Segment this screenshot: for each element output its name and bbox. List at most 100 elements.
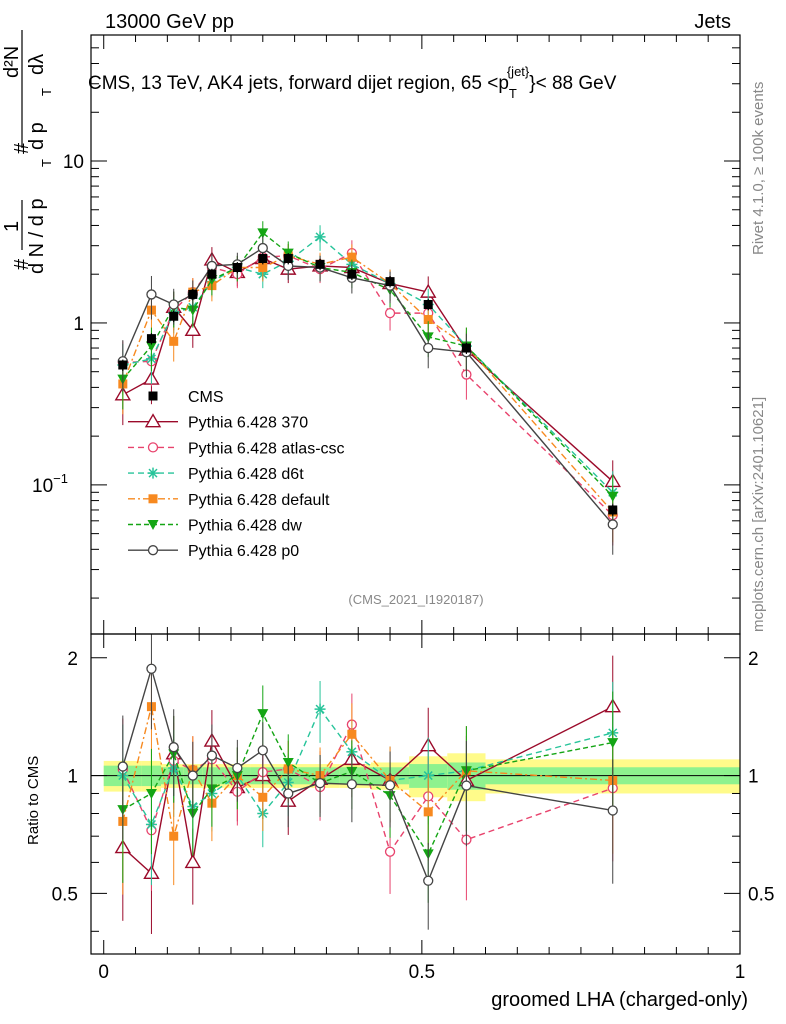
series-5-ratio-point: [117, 761, 128, 772]
cms-point: [461, 343, 471, 353]
star-stroke: [315, 704, 325, 714]
ratio-y-tick-label-right: 0.5: [748, 884, 774, 905]
legend-marker-2: [147, 467, 159, 479]
series-3-point: [169, 336, 179, 346]
series-3-point: [347, 252, 357, 262]
cms-point: [315, 259, 325, 269]
series-5-point: [146, 289, 157, 300]
series-5-ratio-point: [346, 779, 358, 790]
cms-point: [188, 289, 198, 299]
svg-text:T: T: [39, 88, 54, 96]
svg-text:d N / d p: d N / d p: [26, 198, 48, 274]
star-stroke: [148, 468, 158, 478]
legend-label-cms: CMS: [188, 389, 224, 406]
series-3-point: [258, 262, 268, 272]
series-3-ratio-line: [122, 706, 613, 837]
cms-point: [169, 311, 179, 321]
ratio-y-tick-label: 0.5: [52, 884, 78, 905]
series-1-point: [384, 307, 396, 319]
series-0-point: [184, 321, 202, 337]
series-3-ratio-point: [423, 807, 433, 817]
series-5-ratio-point: [314, 777, 326, 789]
series-4-point: [607, 491, 619, 502]
x-tick-label: 0.5: [409, 962, 435, 983]
series-4-point: [257, 228, 269, 239]
svg-text:d p: d p: [26, 122, 48, 150]
svg-text:dλ: dλ: [26, 54, 48, 75]
series-5-point: [423, 342, 434, 354]
series-5-point: [607, 519, 618, 530]
y-tick-label: 1: [73, 314, 84, 335]
legend-marker-cms: [148, 391, 158, 401]
ratio-frame: [90, 633, 741, 955]
series-4-ratio-point: [257, 709, 269, 720]
series-5-ratio-point: [257, 745, 268, 756]
series-4-ratio-point: [145, 788, 157, 799]
series-5-ratio-point: [461, 780, 472, 791]
cms-point: [385, 277, 395, 287]
legend-label-0: Pythia 6.428 370: [188, 415, 308, 432]
cms-point: [283, 254, 293, 264]
cms-point: [232, 262, 242, 272]
x-tick-label: 1: [735, 962, 746, 983]
legend-label-3: Pythia 6.428 default: [188, 492, 330, 509]
ratio-y-tick-label: 2: [67, 649, 78, 670]
cms-point: [423, 299, 433, 309]
legend-label-4: Pythia 6.428 dw: [188, 518, 302, 535]
analysis-label: (CMS_2021_I1920187): [348, 592, 483, 607]
ratio-y-tick-label: 1: [67, 767, 78, 788]
series-5-ratio-point: [206, 750, 218, 761]
svg-text:#: #: [11, 258, 33, 270]
series-3-ratio-point: [258, 792, 268, 802]
svg-text:d²N: d²N: [1, 46, 23, 78]
legend-label-2: Pythia 6.428 d6t: [188, 466, 304, 483]
y-tick-label: 10−1: [32, 471, 68, 497]
series-3-ratio-point: [169, 831, 179, 841]
series-3-ratio-point: [347, 729, 357, 739]
cms-point: [258, 254, 268, 264]
series-5-ratio-point: [384, 780, 396, 791]
series-5-ratio-point: [423, 875, 434, 886]
series-5-ratio-point: [146, 663, 157, 674]
y-tick-label: 10: [63, 152, 84, 173]
legend-marker-5: [147, 545, 159, 556]
svg-text:1: 1: [1, 221, 23, 232]
mcplots-label: mcplots.cern.ch [arXiv:2401.10621]: [750, 397, 767, 632]
series-4-point: [145, 341, 157, 352]
legend-label-5: Pythia 6.428 p0: [188, 543, 299, 560]
series-5-point: [257, 242, 268, 254]
cms-point: [347, 269, 357, 279]
legend-marker-3: [148, 494, 158, 504]
main-ylabel: # 1 d N / d p T # d²N d p T dλ: [1, 30, 54, 274]
ratio-ylabel: Ratio to CMS: [25, 756, 42, 845]
series-5-ratio-point: [283, 788, 294, 799]
series-5-ratio-point: [607, 805, 618, 816]
cms-point: [207, 269, 217, 279]
series-5-point: [168, 299, 179, 310]
legend-marker-1: [147, 442, 159, 453]
series-0-ratio-point: [184, 853, 202, 869]
series-4-ratio-point: [607, 738, 619, 749]
chart-title: CMS, 13 TeV, AK4 jets, forward dijet reg…: [88, 64, 617, 101]
series-4-ratio-line: [122, 711, 613, 856]
series-3-line: [122, 255, 614, 513]
svg-text:T: T: [39, 159, 54, 167]
series-2-ratio-line: [122, 707, 613, 827]
series-2-ratio-point: [314, 703, 326, 715]
series-1-ratio-point: [384, 846, 396, 857]
legend-label-1: Pythia 6.428 atlas-csc: [188, 440, 345, 457]
x-tick-label: 0: [98, 962, 109, 983]
series-5-ratio-point: [232, 762, 243, 774]
legend-marker-0: [144, 413, 162, 428]
series-2-point: [314, 231, 326, 243]
ratio-y-tick-label-right: 1: [748, 767, 759, 788]
series-3-point: [423, 315, 433, 325]
cms-point: [608, 505, 618, 515]
legend-marker-4: [147, 520, 159, 530]
series-5-ratio-line: [122, 666, 613, 883]
x-axis-label: groomed LHA (charged-only): [491, 989, 748, 1011]
series-5-ratio-point: [168, 742, 179, 753]
cms-point: [118, 360, 128, 370]
ratio-y-tick-label-right: 2: [748, 649, 759, 670]
